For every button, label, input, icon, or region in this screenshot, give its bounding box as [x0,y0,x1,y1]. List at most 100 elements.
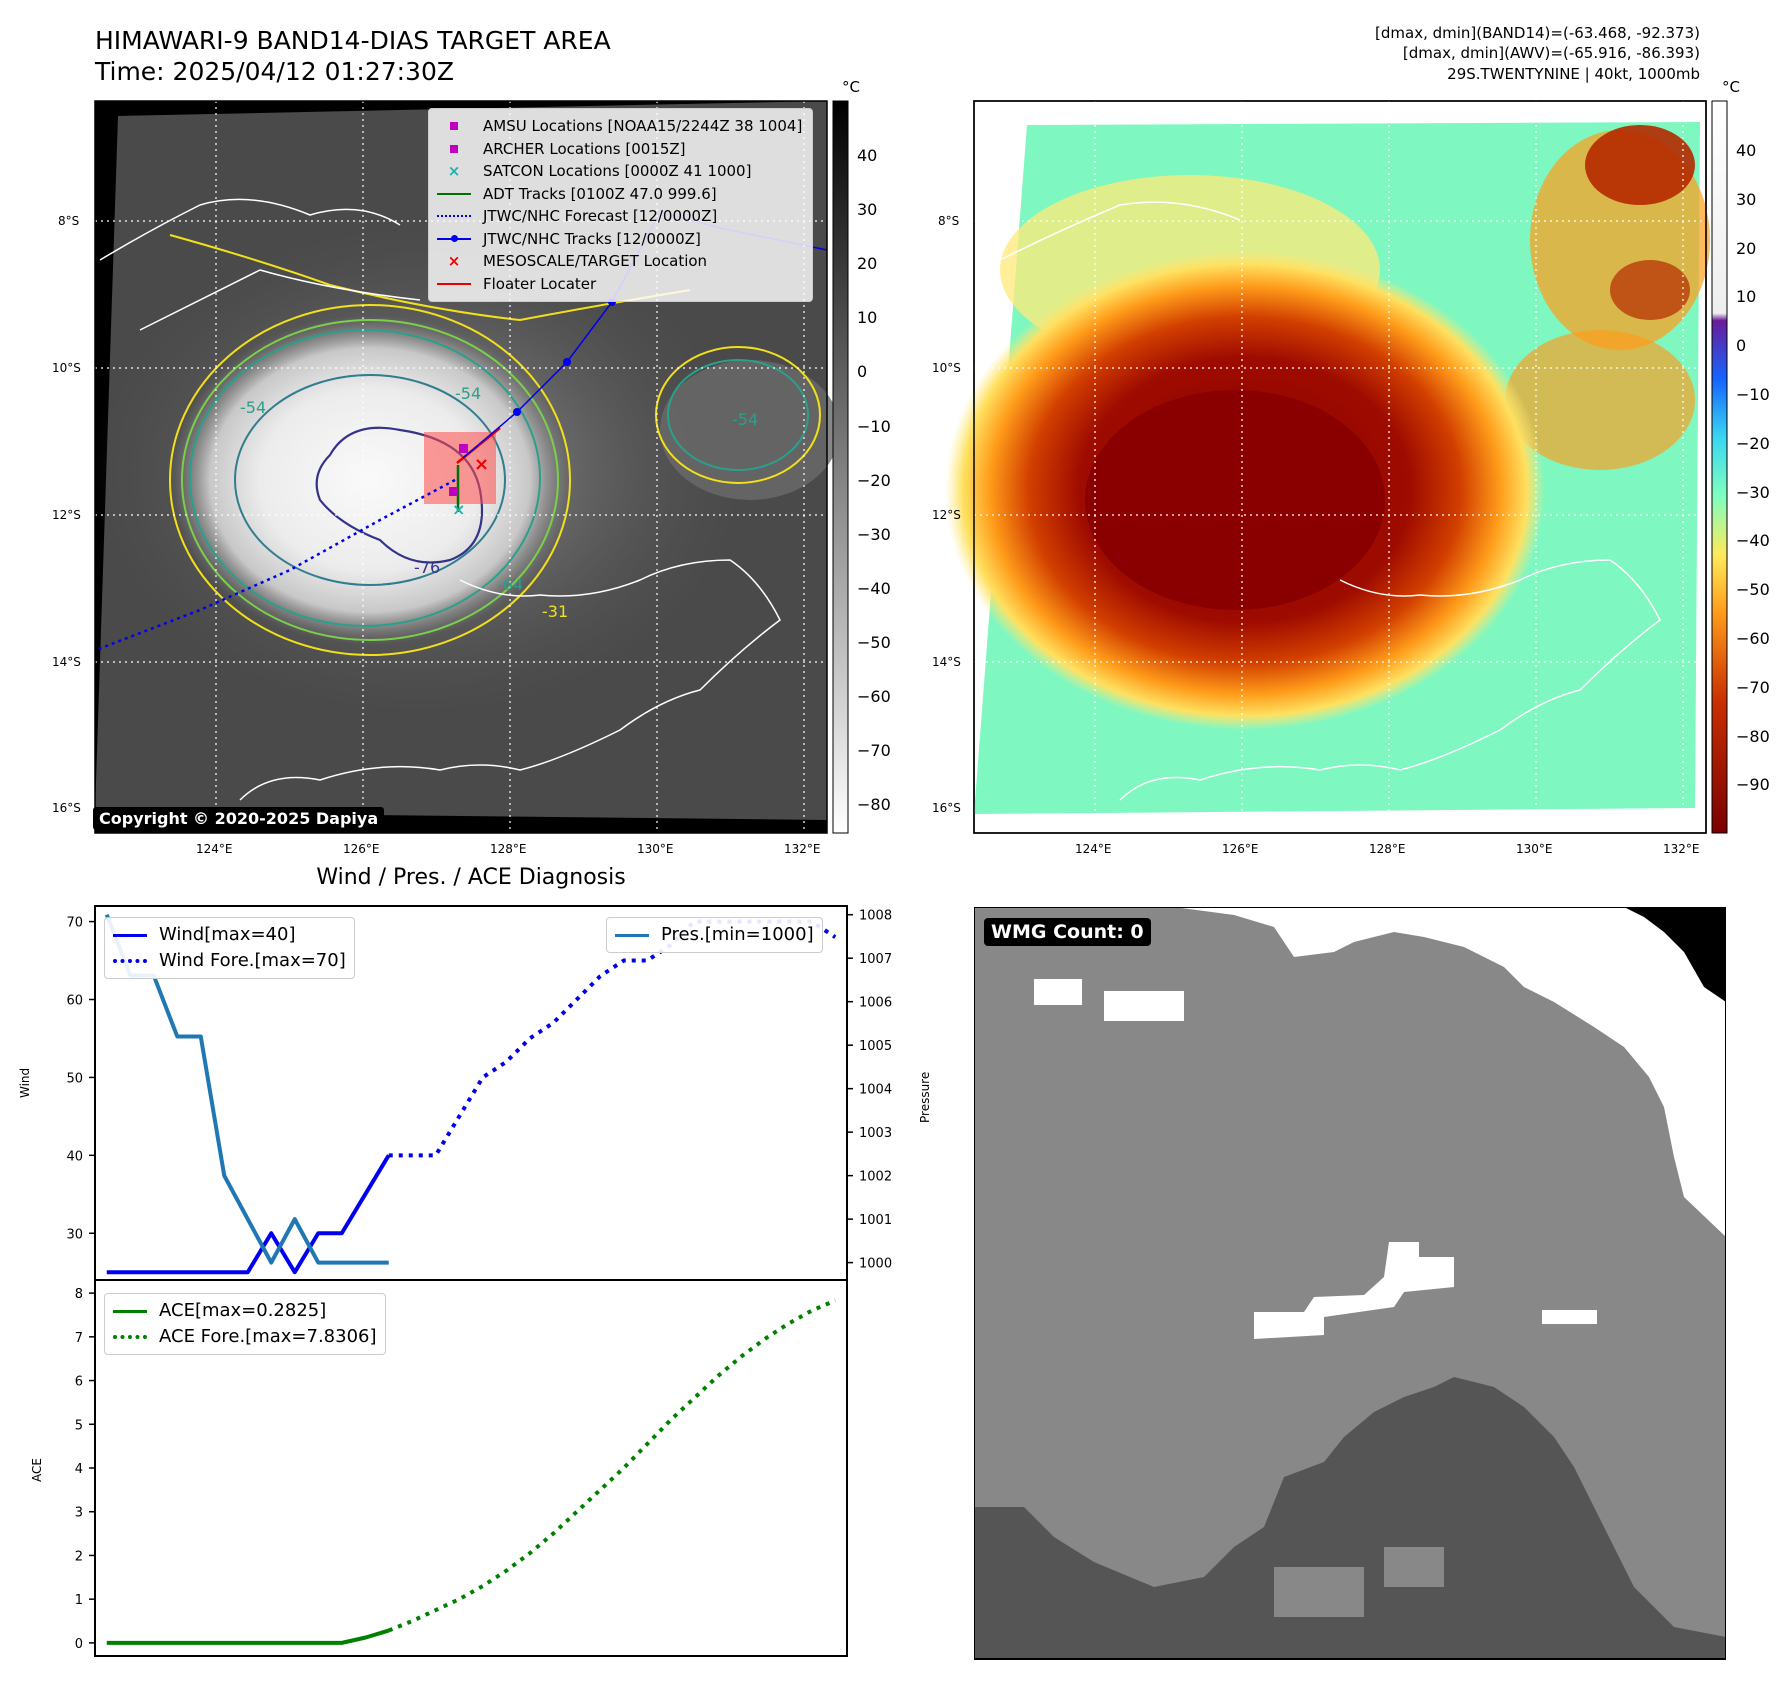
y-right-tick-label: 1007 [859,952,892,967]
colorbar-tick-label: 10 [857,308,878,328]
y-right-tick-label: 1000 [859,1257,892,1272]
contour-label: -64 [497,575,524,594]
lon-label: 124°E [196,842,233,856]
colorbar-tick-label: −40 [1736,531,1770,551]
legend-entry: ACE Fore.[max=7.8306] [113,1324,377,1350]
y-tick-label: 3 [75,1506,83,1521]
colorbar-unit: °C [1722,78,1740,96]
map-legend: AMSU Locations [NOAA15/2244Z 38 1004] AR… [428,108,814,302]
satcon-marker: × [452,500,465,519]
colorbar-tick-label: −70 [857,741,891,761]
y-tick-label: 30 [66,1227,83,1242]
lon-label: 128°E [1369,842,1406,856]
y-tick-label: 4 [75,1462,83,1477]
lon-label: 132°E [1663,842,1700,856]
lon-label: 132°E [784,842,821,856]
series-line-ace-fore-max- [387,1298,837,1633]
colorbar-tick-label: −20 [1736,433,1770,453]
square-marker-icon [437,118,471,134]
y-tick-label: 8 [75,1287,83,1302]
legend-entry: Pres.[min=1000] [615,922,814,948]
colorbar-awv [1711,100,1728,834]
map-panels: × × [90,100,1728,834]
series-line-wind-max- [106,1154,391,1275]
colorbar-tick-label: −90 [1736,775,1770,795]
y-tick-label: 2 [75,1549,83,1564]
pressure-legend: Pres.[min=1000] [606,917,823,953]
colorbar-tick-label: −20 [857,470,891,490]
contour-label: -54 [455,384,482,403]
y-right-tick-label: 1008 [859,909,892,924]
legend-entry: ACE[max=0.2825] [113,1298,377,1324]
ace-axis-label: ACE [30,1458,44,1482]
lat-label: 16°S [932,801,961,815]
colorbar-tick-label: −80 [1736,726,1770,746]
colorbar-tick-label: −80 [857,795,891,815]
contour-navy [315,426,484,564]
legend-entry: ADT Tracks [0100Z 47.0 999.6] [437,183,802,206]
y-right-tick-label: 1002 [859,1170,892,1185]
legend-entry: Wind Fore.[max=70] [113,948,346,974]
target-marker: × [474,454,489,475]
colorbar-tick-label: 40 [857,146,878,165]
dotted-line-icon [113,1329,147,1345]
colorbar-tick-label: −60 [857,687,891,706]
lon-label: 130°E [1516,842,1553,856]
lon-label: 128°E [490,842,527,856]
y-tick-label: 40 [66,1149,83,1164]
colorbar-tick-label: 0 [1736,336,1747,356]
colorbar-tick-label: −30 [1736,482,1770,502]
y-tick-label: 7 [75,1331,83,1346]
colorbar-tick-label: −30 [857,524,891,544]
wmg-panel [974,907,1726,1660]
legend-entry: × SATCON Locations [0000Z 41 1000] [437,160,802,183]
legend-entry: ARCHER Locations [0015Z] [437,138,802,161]
contour-label: -76 [414,558,441,577]
colorbar-tick-label: 10 [1736,287,1757,307]
lon-label: 130°E [637,842,674,856]
lat-label: 16°S [52,801,81,815]
legend-entry: × MESOSCALE/TARGET Location [437,250,802,273]
colorbar-tick-label: 20 [857,254,878,274]
y-right-tick-label: 1006 [859,996,892,1011]
wmg-black-region [1624,907,1726,1002]
y-right-tick-label: 1003 [859,1126,892,1141]
y-tick-label: 60 [66,994,83,1009]
diagnosis-charts: 3040506070100010011002100310041005100610… [66,905,892,1657]
y-right-tick-label: 1005 [859,1039,892,1054]
wmg-white-region [1174,907,1726,1237]
contour-label: -54 [732,410,759,429]
amsu-marker [459,444,468,453]
lat-label: 10°S [932,361,961,375]
pressure-axis-label: Pressure [918,1071,932,1123]
wind-axis-label: Wind [18,1067,32,1098]
y-tick-label: 5 [75,1418,83,1433]
wmg-count-badge: WMG Count: 0 [984,918,1151,946]
y-tick-label: 6 [75,1375,83,1390]
y-tick-label: 50 [66,1071,83,1086]
legend-entry: AMSU Locations [NOAA15/2244Z 38 1004] [437,115,802,138]
colorbar-tick-label: −10 [857,416,891,436]
colorbar-tick-label: −50 [857,632,891,652]
coastline [99,198,401,261]
colorbar-band14 [832,100,849,834]
colorbar-tick-label: 30 [1736,189,1757,209]
jtwc-forecast [95,478,456,652]
dotted-line-icon [437,208,471,224]
colorbar-tick-label: 0 [857,362,868,382]
line-icon [437,276,471,292]
contour-yellow [169,304,571,656]
colorbar-tick-label: 30 [857,200,878,220]
wmg-white-patch [1254,1242,1454,1339]
colorbar-tick-label: −60 [1736,629,1770,648]
x-marker-icon: × [447,162,461,181]
y-right-tick-label: 1001 [859,1213,892,1228]
lat-label: 10°S [52,361,81,375]
contour-label: -54 [240,398,267,417]
lat-label: 12°S [932,508,961,522]
lat-label: 14°S [932,655,961,669]
lon-label: 124°E [1075,842,1112,856]
lat-label: 8°S [938,214,960,228]
map2-gridlines [974,101,1706,833]
line-icon [437,186,471,202]
